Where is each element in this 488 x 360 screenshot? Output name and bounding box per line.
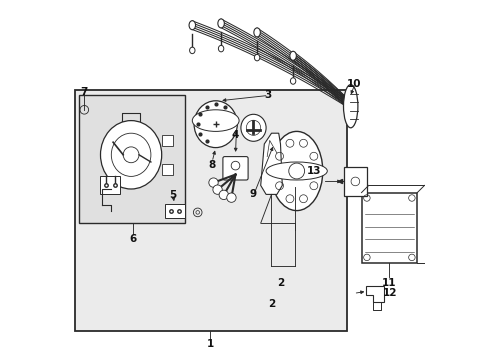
Text: 2: 2	[267, 299, 275, 309]
Text: 7: 7	[81, 87, 88, 97]
FancyBboxPatch shape	[223, 157, 247, 180]
Ellipse shape	[343, 85, 357, 128]
Text: 12: 12	[382, 288, 396, 298]
Circle shape	[208, 178, 218, 187]
Ellipse shape	[253, 28, 260, 37]
Text: 5: 5	[168, 190, 176, 200]
Ellipse shape	[254, 54, 259, 61]
FancyBboxPatch shape	[162, 135, 172, 146]
Ellipse shape	[189, 47, 195, 54]
Text: 4: 4	[231, 130, 239, 140]
FancyBboxPatch shape	[162, 164, 172, 175]
Ellipse shape	[290, 78, 295, 84]
Text: 1: 1	[206, 339, 213, 349]
FancyBboxPatch shape	[79, 95, 185, 223]
Text: 13: 13	[306, 166, 321, 176]
Text: 11: 11	[381, 278, 396, 288]
Ellipse shape	[101, 121, 162, 189]
Text: 2: 2	[276, 278, 284, 288]
FancyBboxPatch shape	[165, 204, 185, 218]
Text: 10: 10	[346, 78, 361, 89]
Polygon shape	[260, 133, 282, 194]
FancyBboxPatch shape	[361, 193, 416, 263]
Polygon shape	[366, 286, 384, 302]
Circle shape	[219, 190, 228, 199]
Text: 9: 9	[249, 189, 256, 199]
Ellipse shape	[194, 101, 237, 148]
Ellipse shape	[192, 110, 239, 131]
Ellipse shape	[189, 21, 195, 30]
Ellipse shape	[289, 51, 296, 60]
Ellipse shape	[218, 45, 224, 52]
Text: 6: 6	[129, 234, 136, 244]
FancyBboxPatch shape	[101, 176, 120, 194]
Text: 8: 8	[208, 160, 215, 170]
FancyBboxPatch shape	[344, 167, 366, 196]
Circle shape	[226, 193, 236, 202]
Ellipse shape	[265, 162, 326, 180]
Ellipse shape	[270, 131, 322, 211]
Ellipse shape	[218, 19, 224, 28]
FancyBboxPatch shape	[75, 90, 346, 331]
Text: 3: 3	[264, 90, 271, 100]
Ellipse shape	[241, 114, 265, 141]
Circle shape	[212, 185, 222, 194]
